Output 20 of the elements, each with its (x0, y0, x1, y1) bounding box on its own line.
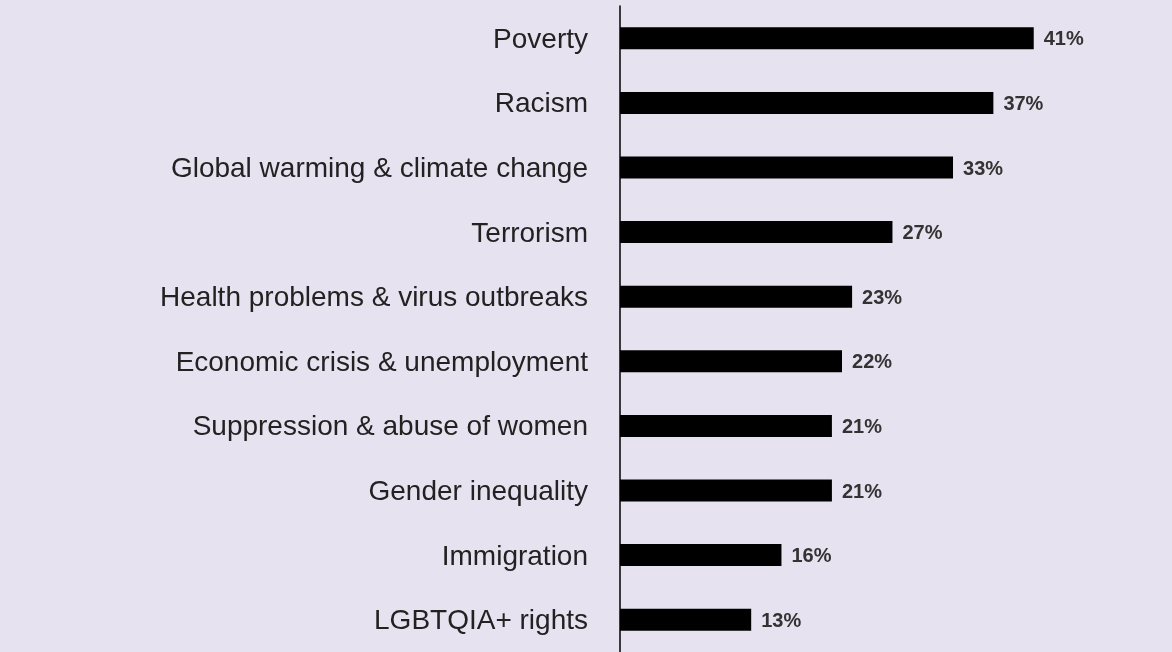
data-label: 22% (852, 350, 893, 373)
data-label: 16% (791, 544, 832, 567)
y-tick-label: Economic crisis & unemployment (175, 345, 589, 377)
y-tick-label: Gender inequality (368, 475, 588, 506)
y-tick-label: Global warming & climate change (170, 152, 588, 183)
data-label: 21% (841, 479, 883, 502)
y-tick-label: LGBTQIA+ rights (374, 604, 588, 636)
y-tick-label: Poverty (493, 22, 588, 54)
data-label: 21% (841, 414, 883, 437)
data-label: 13% (761, 608, 802, 631)
y-tick-label: Immigration (441, 539, 588, 571)
data-label: 23% (862, 285, 903, 308)
y-tick-label: Health problems & virus outbreaks (160, 281, 588, 313)
data-label: 27% (902, 221, 943, 244)
data-label: 41% (1043, 27, 1084, 50)
data-label: 37% (1003, 91, 1044, 114)
y-tick-label: Suppression & abuse of women (192, 410, 588, 442)
y-tick-label: Racism (494, 87, 588, 119)
y-tick-label: Terrorism (471, 216, 588, 248)
data-label: 33% (963, 156, 1004, 179)
